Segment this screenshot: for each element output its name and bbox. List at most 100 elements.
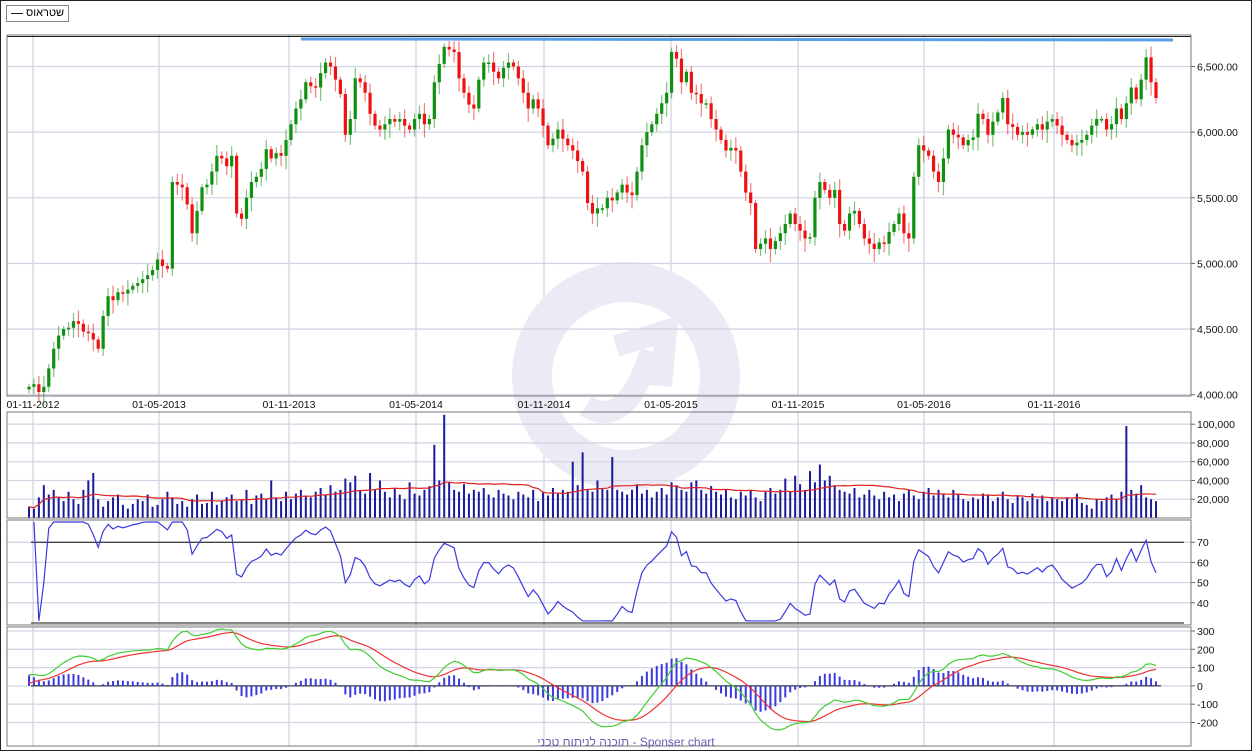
volume-bar	[1011, 502, 1014, 518]
candle-body	[472, 104, 476, 109]
macd-histogram-bar	[299, 680, 302, 686]
volume-bar	[32, 508, 35, 518]
candle-body	[581, 161, 585, 172]
macd-histogram-bar	[1016, 685, 1019, 689]
y-tick-label: 200	[1197, 644, 1215, 656]
candle-body	[526, 92, 530, 109]
macd-histogram-bar	[883, 685, 886, 688]
candle-body	[279, 153, 283, 156]
volume-bar	[962, 499, 965, 518]
candle-body	[487, 62, 491, 65]
volume-bar	[522, 494, 525, 518]
volume-bar	[1036, 499, 1039, 518]
macd-histogram-bar	[843, 679, 846, 686]
candle-body	[833, 189, 837, 198]
candle-body	[660, 103, 664, 114]
candle-body	[956, 134, 960, 138]
macd-histogram-bar	[532, 685, 535, 695]
candle-body	[467, 92, 471, 105]
x-tick-label: 01-05-2013	[132, 399, 186, 411]
volume-bar	[789, 491, 792, 518]
candle-body	[294, 108, 298, 125]
macd-histogram-bar	[1075, 685, 1078, 694]
macd-histogram-bar	[205, 681, 208, 686]
volume-bar	[932, 495, 935, 518]
candle-body	[1030, 129, 1035, 135]
volume-bar	[413, 493, 416, 518]
macd-histogram-bar	[334, 682, 337, 686]
volume-bar	[37, 497, 40, 518]
volume-bar	[897, 501, 900, 518]
volume-bar	[1125, 426, 1128, 518]
candle-body	[961, 137, 965, 146]
y-tick-label: 6,000.00	[1197, 127, 1238, 139]
y-tick-label: -100	[1197, 699, 1218, 711]
volume-bar	[596, 480, 599, 518]
macd-histogram-bar	[962, 674, 965, 686]
volume-bar	[833, 485, 836, 518]
candle-body	[131, 285, 135, 290]
macd-histogram-bar	[230, 683, 233, 686]
volume-bar	[957, 494, 960, 518]
candle-body	[674, 52, 679, 59]
volume-bar	[927, 487, 930, 518]
macd-histogram-bar	[848, 680, 851, 686]
macd-histogram-bar	[225, 682, 228, 686]
candle-body	[393, 119, 397, 122]
candle-body	[541, 108, 545, 126]
candle-body	[408, 125, 412, 130]
macd-histogram-bar	[611, 685, 614, 696]
volume-bar	[799, 484, 802, 518]
candle-body	[714, 119, 718, 130]
volume-bar	[176, 503, 179, 518]
macd-histogram-bar	[378, 685, 381, 702]
macd-histogram-bar	[141, 682, 144, 686]
macd-histogram-bar	[957, 672, 960, 686]
candle-body	[170, 182, 174, 269]
candle-body	[47, 368, 51, 387]
volume-bar	[556, 493, 559, 518]
macd-histogram-bar	[1061, 685, 1064, 692]
macd-histogram-bar	[191, 680, 194, 686]
candle-body	[754, 203, 758, 249]
macd-histogram-bar	[893, 683, 896, 686]
volume-bar	[542, 491, 545, 518]
volume-bar	[873, 495, 876, 518]
macd-histogram-bar	[527, 685, 530, 694]
candle-body	[348, 119, 352, 135]
volume-bar	[967, 501, 970, 518]
candle-body	[867, 238, 871, 244]
candle-body	[492, 62, 496, 72]
volume-bar	[991, 501, 994, 518]
macd-histogram-bar	[799, 685, 802, 689]
candle-body	[457, 52, 461, 79]
candle-body	[398, 119, 402, 122]
candle-body	[160, 259, 165, 267]
macd-histogram-bar	[566, 685, 569, 699]
candle-body	[1080, 140, 1084, 143]
macd-histogram-bar	[720, 685, 723, 694]
volume-bar	[72, 499, 75, 518]
volume-bar	[764, 491, 767, 518]
volume-bar	[196, 494, 199, 518]
volume-bar	[171, 497, 174, 518]
x-tick-label: 01-11-2013	[263, 399, 316, 411]
candle-body	[195, 210, 199, 234]
macd-histogram-bar	[275, 685, 278, 690]
macd-histogram-bar	[304, 678, 307, 686]
candle-body	[126, 289, 130, 294]
y-tick-label: 40	[1197, 598, 1209, 610]
macd-histogram-bar	[724, 685, 727, 697]
legend[interactable]: שטראוס	[6, 5, 70, 22]
macd-histogram-bar	[280, 685, 283, 690]
candle-body	[462, 78, 466, 93]
volume-bar	[527, 497, 530, 518]
volume-bar	[759, 501, 762, 518]
candle-body	[744, 171, 748, 193]
volume-bar	[428, 486, 431, 518]
candle-body	[452, 49, 456, 53]
macd-histogram-bar	[324, 678, 327, 686]
resistance-line	[300, 37, 1174, 42]
